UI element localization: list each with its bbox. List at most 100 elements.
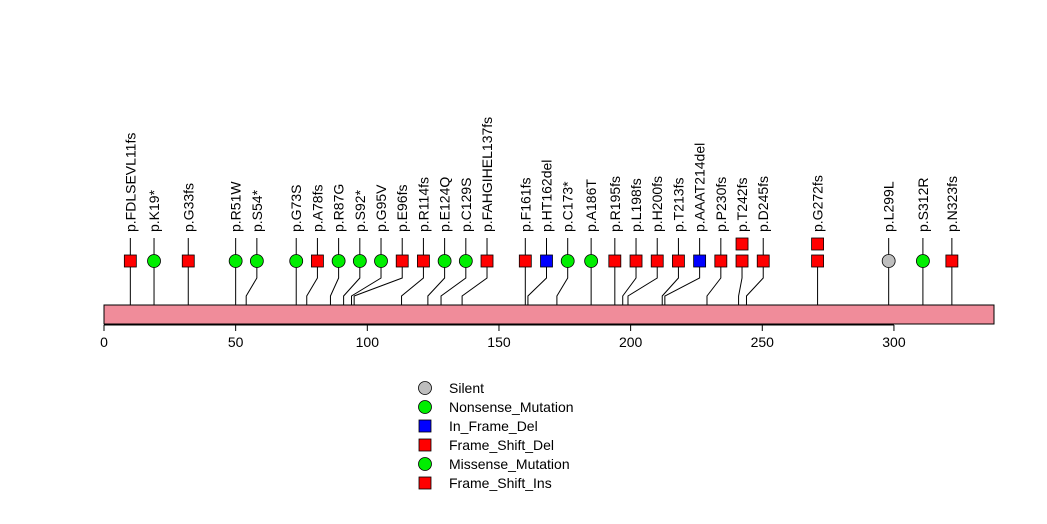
mutation-marker xyxy=(249,254,264,268)
mutation-marker xyxy=(608,254,622,268)
legend-swatch xyxy=(418,457,432,471)
mutation-lollipop: p.AAAT214del xyxy=(664,143,708,305)
legend-swatch xyxy=(418,400,432,414)
tick-label: 300 xyxy=(882,334,906,350)
mutation-label: p.C129S xyxy=(458,178,474,232)
mutation-label: p.FDLSEVL11fs xyxy=(122,133,138,232)
mutation-connector xyxy=(527,261,548,305)
mutation-lollipop: p.D245fs xyxy=(745,176,771,305)
mutation-marker xyxy=(458,254,473,268)
mutation-marker xyxy=(480,254,494,268)
legend-item: Missense_Mutation xyxy=(418,456,570,472)
mutation-marker xyxy=(540,254,553,268)
mutation-label: p.F161fs xyxy=(517,178,533,232)
protein-bar xyxy=(103,304,995,325)
mutation-connector xyxy=(738,261,743,305)
mutation-lollipop: p.FAHGIHEL137fs xyxy=(461,117,495,305)
mutation-marker xyxy=(735,237,749,251)
mutation-marker xyxy=(756,254,770,268)
mutation-connector xyxy=(353,261,403,305)
legend-label: Frame_Shift_Ins xyxy=(449,475,552,491)
mutation-connector xyxy=(627,261,658,305)
mutation-connector xyxy=(306,261,318,305)
legend-swatch xyxy=(418,419,432,433)
mutation-label: p.S312R xyxy=(915,178,931,232)
mutation-lollipop: p.K19* xyxy=(146,189,162,305)
mutation-connector xyxy=(427,261,446,305)
mutation-lollipop: p.R51W xyxy=(228,181,244,305)
mutation-label: p.A186T xyxy=(583,179,599,232)
mutation-marker xyxy=(352,254,367,268)
mutation-lollipop: p.P230fs xyxy=(706,177,729,305)
mutation-label: p.N323fs xyxy=(944,176,960,232)
mutation-marker xyxy=(374,254,388,268)
mutation-connector xyxy=(556,261,569,305)
mutation-marker xyxy=(437,254,452,268)
mutation-connector xyxy=(401,261,424,305)
mutation-label: p.H200fs xyxy=(649,176,665,232)
legend-label: Missense_Mutation xyxy=(449,456,570,472)
mutation-lollipop: p.G73S xyxy=(288,185,304,305)
mutation-lollipop: p.R195fs xyxy=(607,176,623,305)
mutation-lollipop: p.G272fs xyxy=(810,175,826,305)
mutation-lollipop: p.R114fs xyxy=(401,177,431,305)
mutation-label: p.E124Q xyxy=(437,177,453,232)
mutation-connector xyxy=(664,261,701,305)
mutation-marker xyxy=(417,254,430,268)
mutation-label: p.D245fs xyxy=(755,176,771,232)
mutation-label: p.K19* xyxy=(146,189,162,232)
mutation-lollipop: p.T213fs xyxy=(661,178,686,305)
mutation-marker xyxy=(518,254,532,268)
mutation-label: p.G33fs xyxy=(180,183,196,232)
mutation-marker xyxy=(584,254,599,268)
mutation-label: p.AAAT214del xyxy=(692,143,708,232)
mutation-label: p.L299L xyxy=(881,181,897,232)
mutation-label: p.C173* xyxy=(560,181,576,232)
mutation-lollipop: p.HT162del xyxy=(527,160,555,305)
legend-label: In_Frame_Del xyxy=(449,418,538,434)
mutation-lollipop: p.S312R xyxy=(915,178,931,305)
mutation-connector xyxy=(440,261,467,305)
mutation-lollipop: p.L299L xyxy=(881,181,897,305)
mutation-label: p.S92* xyxy=(352,189,368,232)
mutation-marker xyxy=(629,254,643,268)
mutation-lollipop: p.N323fs xyxy=(944,176,960,305)
mutation-connector xyxy=(661,261,679,305)
legend-item: In_Frame_Del xyxy=(418,418,538,434)
legend-item: Frame_Shift_Del xyxy=(418,437,554,453)
mutation-label: p.R51W xyxy=(228,181,244,232)
mutation-marker xyxy=(945,254,959,268)
mutation-marker xyxy=(714,254,728,268)
mutation-marker xyxy=(672,254,685,268)
mutation-label: p.FAHGIHEL137fs xyxy=(479,117,495,232)
mutations-layer: p.FDLSEVL11fs p.K19* p.G33fs p.R51W p.S54* p.… xyxy=(122,117,960,305)
legend-item: Silent xyxy=(418,380,484,396)
mutation-marker xyxy=(560,254,575,268)
mutation-marker xyxy=(916,254,930,268)
mutation-lollipop: p.A186T xyxy=(583,179,599,305)
mutation-label: p.R195fs xyxy=(607,176,623,232)
mutation-marker xyxy=(735,254,749,268)
mutation-label: p.R114fs xyxy=(415,177,431,232)
mutation-lollipop: p.F161fs xyxy=(517,178,533,305)
mutation-marker xyxy=(693,254,707,268)
legend-label: Silent xyxy=(449,380,484,396)
legend: Silent Nonsense_Mutation In_Frame_Del Frame… xyxy=(418,380,574,491)
mutation-marker xyxy=(147,254,161,268)
mutation-lollipop: p.FDLSEVL11fs xyxy=(122,133,138,305)
mutation-connector xyxy=(329,261,340,305)
mutation-marker xyxy=(650,254,664,268)
mutation-label: p.T242fs xyxy=(734,178,750,232)
mutation-lollipop: p.G33fs xyxy=(180,183,196,305)
tick-label: 0 xyxy=(100,334,108,350)
mutation-marker xyxy=(811,237,824,251)
mutation-connector xyxy=(343,261,361,305)
mutation-marker xyxy=(228,254,243,268)
mutation-lollipop: p.E96fs xyxy=(353,185,410,305)
mutation-lollipop: p.S54* xyxy=(245,189,265,305)
mutation-label: p.P230fs xyxy=(713,177,729,232)
mutation-lollipop: p.G95V xyxy=(351,184,389,305)
x-axis: 0 50 100 150 200 250 300 xyxy=(100,324,906,350)
mutation-lollipop: p.S92* xyxy=(343,189,368,305)
mutation-lollipop: p.C173* xyxy=(556,181,576,305)
